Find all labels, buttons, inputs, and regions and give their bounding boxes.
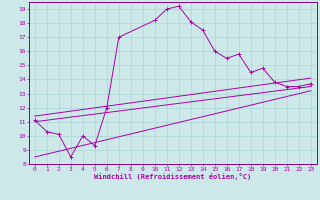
X-axis label: Windchill (Refroidissement éolien,°C): Windchill (Refroidissement éolien,°C) — [94, 173, 252, 180]
